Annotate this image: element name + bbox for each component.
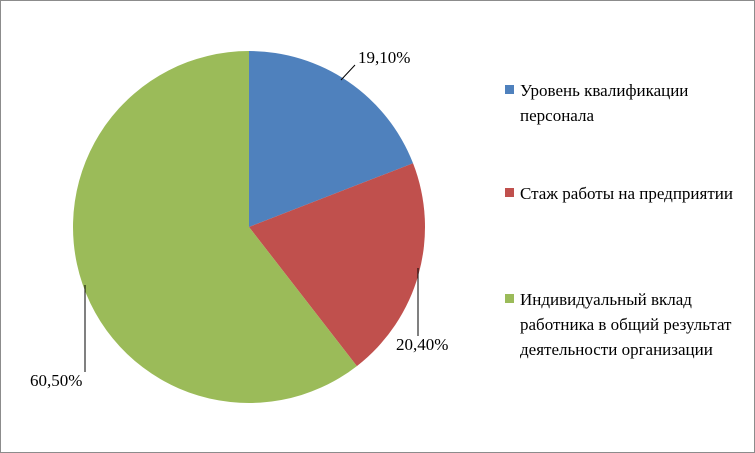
legend-label: Индивидуальный вклад работника в общий р…	[520, 290, 732, 359]
legend-item: Индивидуальный вклад работника в общий р…	[505, 287, 745, 362]
legend-label: Стаж работы на предприятии	[520, 184, 733, 203]
legend-item: Уровень квалификации персонала	[505, 78, 745, 128]
legend-swatch	[505, 188, 514, 197]
legend-swatch	[505, 294, 514, 303]
data-label: 20,40%	[396, 335, 448, 354]
legend-swatch	[505, 85, 514, 94]
data-label: 19,10%	[358, 48, 410, 67]
legend-label: Уровень квалификации персонала	[520, 81, 689, 125]
leader-line	[340, 64, 356, 81]
legend-item: Стаж работы на предприятии	[505, 181, 745, 206]
data-label: 60,50%	[30, 371, 82, 390]
pie-slice	[249, 163, 426, 367]
pie-slice	[73, 51, 357, 403]
pie-slice	[249, 51, 414, 227]
